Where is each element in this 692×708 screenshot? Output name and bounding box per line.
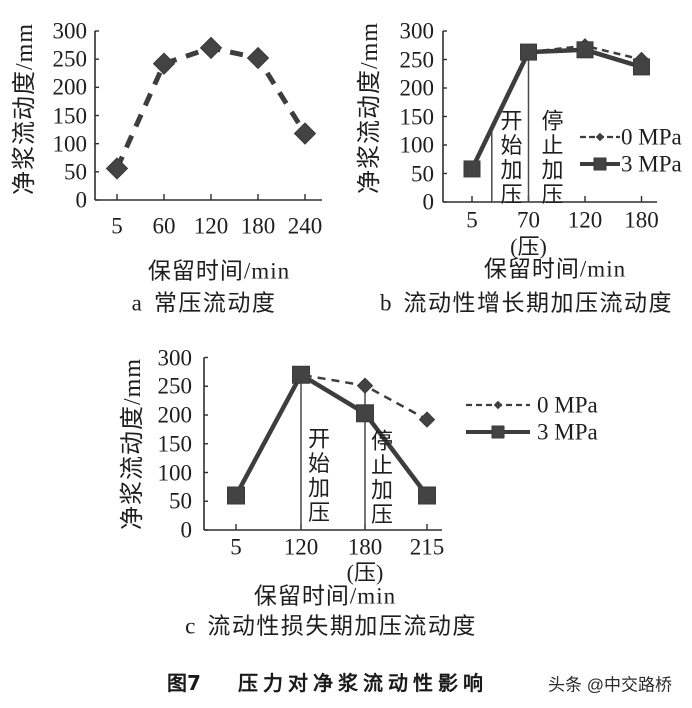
data-point-square-marker: [356, 404, 374, 423]
chart-a-plot: [94, 30, 322, 201]
legend-label: 3 MPa: [621, 151, 682, 177]
y-tick-label: 300: [157, 345, 193, 370]
y-tick-label: 250: [157, 373, 193, 399]
panel-label: b: [380, 290, 392, 316]
y-tick-label: 100: [157, 460, 193, 485]
x-tick-label: 70: [517, 207, 540, 233]
y-tick-label: 50: [64, 159, 87, 185]
legend: [466, 400, 530, 439]
annotation-label: 开始加压: [497, 109, 523, 207]
figure-title: 压力对净浆流动性影响: [238, 671, 488, 695]
data-point-square-marker: [633, 58, 650, 76]
y-tick-label: 100: [52, 131, 88, 157]
annotation-label: 开始加压: [305, 427, 330, 525]
y-tick-label: 150: [157, 431, 193, 457]
y-tick-label: 100: [399, 132, 435, 158]
panel-label: a: [131, 290, 142, 316]
y-tick-label: 200: [52, 74, 88, 100]
y-tick-label: 50: [169, 488, 192, 514]
y-tick-label: 250: [52, 46, 88, 72]
data-point-diamond-marker: [199, 36, 223, 60]
chart-title: 流动性损失期加压流动度: [207, 613, 477, 639]
x-tick-label: 120: [567, 207, 603, 233]
legend-square-marker: [593, 157, 607, 171]
y-tick-label: 0: [75, 187, 88, 213]
y-tick-label: 0: [180, 517, 193, 543]
data-point-diamond-marker: [356, 377, 374, 394]
y-tick-label: 150: [399, 104, 435, 129]
panel-label: c: [185, 613, 196, 639]
x-tick-label: 215: [409, 534, 445, 560]
data-point-square-marker: [576, 41, 594, 59]
x-tick-label: 5: [230, 534, 242, 560]
data-point-square-marker: [292, 365, 310, 384]
series-常压: [105, 36, 317, 180]
data-point-diamond-marker: [293, 122, 317, 145]
chart-caption: b 流动性增长期加压流动度: [380, 292, 673, 315]
y-tick-label: 0: [422, 189, 435, 215]
x-tick-label: 120: [193, 213, 229, 239]
annotation-label: 停止加压: [368, 429, 393, 527]
x-tick-label: 180: [240, 213, 276, 239]
chart-caption: c 流动性损失期加压流动度: [185, 615, 477, 638]
x-tick-label: 120: [283, 534, 319, 560]
legend-diamond-marker: [595, 132, 605, 142]
y-axis-title: 净浆流动度/mm: [12, 22, 38, 196]
y-tick-label: 150: [52, 103, 88, 128]
y-tick-label: 300: [399, 18, 435, 44]
x-tick-label: 180: [347, 534, 383, 560]
legend-diamond-marker: [493, 400, 503, 410]
data-point-square-marker: [227, 486, 245, 505]
x-tick-label: 180: [624, 207, 659, 233]
data-point-diamond-marker: [418, 411, 436, 428]
x-tick-label: 5: [111, 213, 123, 239]
y-tick-label: 250: [399, 47, 435, 72]
series-line: [234, 373, 428, 497]
chart-b-plot: [442, 30, 657, 203]
chart-caption: a 常压流动度: [132, 292, 277, 315]
data-point-diamond-marker: [246, 46, 270, 70]
x-axis-title: 保留时间/min: [253, 583, 397, 609]
data-point-square-marker: [418, 486, 436, 505]
y-axis-title: 净浆流动度/mm: [357, 21, 383, 195]
x-tick-sublabel: (压): [346, 560, 384, 585]
y-axis-title: 净浆流动度/mm: [120, 357, 146, 531]
data-point-diamond-marker: [152, 52, 176, 75]
x-tick-label: 60: [152, 213, 176, 239]
legend-square-marker: [491, 425, 505, 439]
x-tick-label: 5: [466, 207, 478, 233]
legend: [580, 132, 620, 171]
legend-label: 3 MPa: [537, 419, 598, 445]
x-axis-title: 保留时间/min: [147, 258, 291, 284]
data-point-diamond-marker: [105, 157, 129, 180]
legend-label: 0 MPa: [537, 392, 598, 418]
series-line: [234, 372, 429, 497]
figure-number: 图7: [167, 671, 201, 695]
chart-c-plot: [203, 356, 530, 531]
data-point-square-marker: [463, 160, 481, 178]
legend-label: 0 MPa: [621, 124, 682, 150]
watermark: 头条 @中交路桥: [548, 675, 672, 695]
x-tick-sublabel: (压): [510, 234, 547, 259]
x-tick-label: 240: [287, 213, 323, 239]
data-point-square-marker: [520, 43, 537, 61]
annotation-label: 停止加压: [538, 109, 564, 207]
y-tick-label: 50: [411, 161, 434, 186]
series-line: [469, 47, 643, 170]
chart-title: 流动性增长期加压流动度: [403, 290, 673, 316]
x-axis-title: 保留时间/min: [483, 256, 627, 282]
series-3-mpa: [463, 41, 650, 178]
chart-title: 常压流动度: [153, 290, 277, 316]
y-tick-label: 200: [399, 75, 435, 101]
series-3-mpa: [227, 365, 436, 505]
y-tick-label: 200: [157, 402, 193, 428]
y-tick-label: 300: [52, 18, 88, 44]
